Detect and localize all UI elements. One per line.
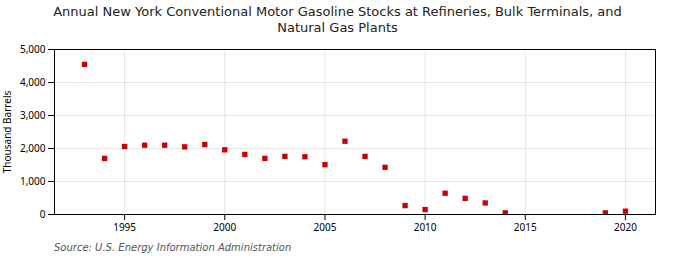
svg-text:1995: 1995 (113, 220, 136, 234)
svg-text:2,000: 2,000 (20, 141, 46, 155)
html-text:Source: U.S. Energy Informatio: Source: U.S. Energy Information Administ… (54, 242, 292, 254)
svg-text:5,000: 5,000 (20, 42, 46, 56)
svg-text:2020: 2020 (614, 220, 637, 234)
svg-text:3,000: 3,000 (20, 108, 46, 122)
svg-text:2000: 2000 (213, 220, 236, 234)
svg-text:Thousand Barrels: Thousand Barrels (0, 91, 14, 174)
svg-text:1,000: 1,000 (20, 174, 46, 188)
svg-text:0: 0 (40, 207, 46, 221)
svg-text:4,000: 4,000 (20, 75, 46, 89)
svg-text:2010: 2010 (414, 220, 437, 234)
svg-text:2005: 2005 (314, 220, 337, 234)
html-text:Annual New York Conventional M: Annual New York Conventional Motor Gasol… (53, 4, 622, 35)
svg-text:2015: 2015 (514, 220, 537, 234)
